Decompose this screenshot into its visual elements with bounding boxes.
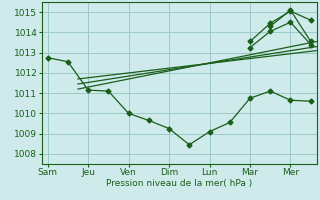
- X-axis label: Pression niveau de la mer( hPa ): Pression niveau de la mer( hPa ): [106, 179, 252, 188]
